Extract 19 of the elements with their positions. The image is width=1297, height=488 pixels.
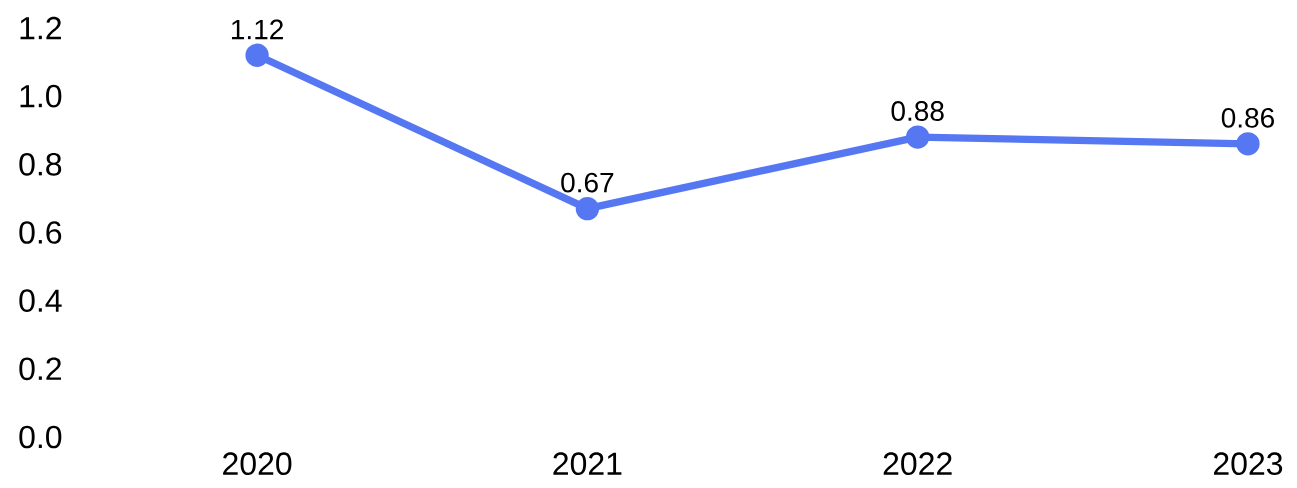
- y-tick-label: 0.4: [19, 289, 62, 312]
- data-label: 0.88: [891, 101, 944, 121]
- data-label: 0.86: [1221, 107, 1274, 128]
- y-tick-label: 0.6: [19, 221, 62, 244]
- point: [1236, 132, 1260, 156]
- point: [906, 125, 930, 149]
- y-tick-label: 0.0: [19, 425, 62, 449]
- data-label: 0.67: [561, 172, 614, 193]
- point: [575, 196, 600, 221]
- y-tick-label: 0.2: [19, 357, 61, 381]
- x-tick-label: 2020: [223, 452, 292, 476]
- x-tick-label: 2022: [883, 452, 952, 476]
- y-tick-label: 1.2: [20, 16, 61, 40]
- point: [245, 43, 269, 67]
- x-tick-label: 2021: [553, 452, 622, 476]
- data-label: 1.12: [231, 19, 283, 40]
- y-tick-label: 0.8: [19, 153, 62, 176]
- x-tick-label: 2023: [1213, 452, 1283, 476]
- y-tick-label: 1.0: [20, 84, 62, 108]
